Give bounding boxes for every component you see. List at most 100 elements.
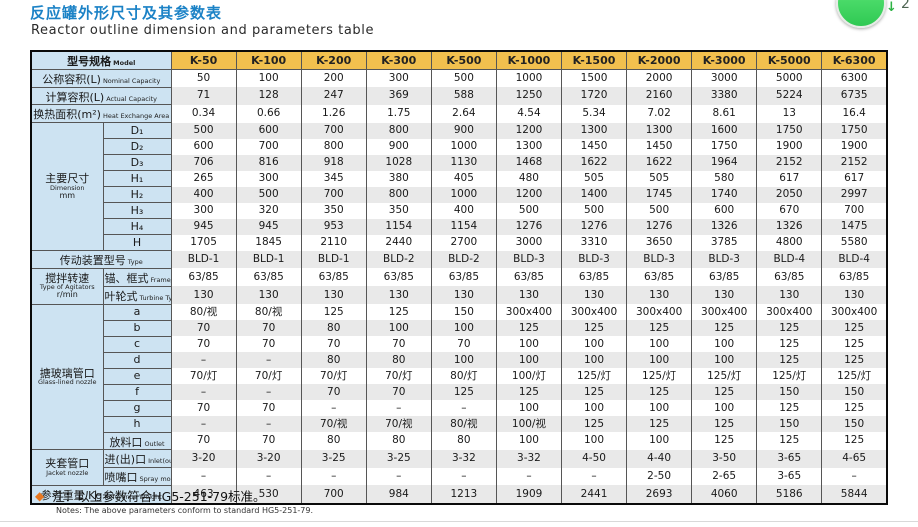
model-column-header: K-200: [300, 50, 367, 70]
data-cell: 350: [365, 202, 432, 219]
data-cell: 100: [365, 320, 432, 337]
data-cell: 247: [300, 87, 367, 105]
row-label: c: [102, 335, 172, 353]
data-cell: –: [560, 467, 628, 486]
data-cell: 100: [430, 320, 497, 337]
group-label: 夹套管口 Jacket nozzle: [30, 449, 104, 486]
data-cell: 300: [365, 69, 432, 88]
data-cell: 1028: [365, 154, 432, 171]
data-cell: BLD-1: [235, 250, 302, 269]
data-cell: 80: [365, 352, 432, 369]
data-cell: 1.75: [365, 104, 432, 123]
data-cell: 0.66: [235, 104, 302, 123]
data-cell: 63/85: [821, 268, 888, 287]
data-cell: 2441: [560, 485, 628, 504]
data-cell: 500: [235, 186, 302, 203]
data-cell: 945: [235, 218, 302, 235]
data-cell: 6300: [821, 69, 888, 88]
data-cell: –: [300, 467, 367, 486]
row-label: 传动装置型号 Type: [30, 250, 172, 269]
data-cell: 70: [365, 384, 432, 401]
data-cell: 80: [430, 432, 497, 450]
data-cell: –: [365, 400, 432, 417]
data-cell: 63/85: [430, 268, 497, 287]
data-cell: 80: [300, 320, 367, 337]
data-cell: –: [170, 352, 237, 369]
data-cell: 2000: [626, 69, 693, 88]
data-cell: 80/视: [430, 416, 497, 433]
data-cell: BLD-3: [495, 250, 562, 269]
data-cell: 1468: [495, 154, 562, 171]
group-label-unit: r/min: [56, 290, 78, 300]
data-cell: 125: [756, 320, 823, 337]
data-cell: 125: [756, 352, 823, 369]
badge-count: 2: [901, 0, 910, 12]
row-label: h: [102, 415, 172, 433]
data-cell: 125: [821, 432, 888, 450]
data-cell: 125: [756, 336, 823, 353]
data-cell: 70/视: [300, 416, 367, 433]
data-cell: 1000: [430, 138, 497, 155]
data-cell: 100: [560, 432, 628, 450]
row-label: H₄: [102, 218, 172, 236]
data-cell: 125: [626, 384, 693, 401]
data-cell: 2152: [821, 154, 888, 171]
data-cell: 3000: [495, 234, 562, 251]
data-cell: 125: [691, 416, 758, 433]
data-cell: 400: [170, 186, 237, 203]
data-cell: 2440: [365, 234, 432, 251]
model-label-zh: 型号规格: [67, 55, 112, 68]
data-cell: 125/灯: [756, 368, 823, 385]
data-cell: 80: [300, 352, 367, 369]
data-cell: 300x400: [821, 304, 888, 321]
data-cell: 1720: [560, 87, 628, 105]
data-cell: 5186: [756, 485, 823, 504]
data-cell: 700: [300, 122, 367, 139]
data-cell: 1750: [691, 138, 758, 155]
data-cell: 1740: [691, 186, 758, 203]
table-row: h – –70/视 70/视 80/视 100/视 125 125 125 150 150: [31, 415, 888, 433]
data-cell: 2110: [300, 234, 367, 251]
data-cell: 1500: [560, 69, 628, 88]
data-cell: 125: [560, 320, 628, 337]
data-cell: 1745: [626, 186, 693, 203]
data-cell: –: [365, 467, 432, 486]
data-cell: 700: [821, 202, 888, 219]
data-cell: 2-65: [691, 467, 758, 486]
data-cell: 125: [691, 384, 758, 401]
data-cell: 71: [170, 87, 237, 105]
data-cell: 125: [560, 416, 628, 433]
data-cell: 463: [170, 485, 237, 504]
data-cell: 16.4: [821, 104, 888, 123]
data-cell: 4.54: [495, 104, 562, 123]
data-cell: 300x400: [691, 304, 758, 321]
row-label: d: [102, 351, 172, 369]
group-label-zh: 搪玻璃管口: [39, 366, 95, 380]
data-cell: 1964: [691, 154, 758, 171]
data-cell: 700: [300, 186, 367, 203]
data-cell: 100: [430, 352, 497, 369]
table-row: 放料口 Outlet 70 70 80 80 80 100 100 100 125 125 125: [31, 431, 888, 451]
table-row: 参考重量 Kg Reference Weight 463 530 700 984 1213 1…: [30, 484, 888, 505]
data-cell: 500: [170, 122, 237, 139]
data-cell: 80/视: [170, 304, 237, 321]
data-cell: 1750: [821, 122, 888, 139]
data-cell: 150: [821, 416, 888, 433]
data-cell: 70: [365, 336, 432, 353]
data-cell: 1400: [560, 186, 628, 203]
data-cell: 7.02: [626, 104, 693, 123]
row-label: 公称容积(L) Nominal Capacity: [30, 68, 172, 88]
data-cell: 1326: [756, 218, 823, 235]
data-cell: 3-65: [756, 449, 823, 468]
data-cell: BLD-3: [560, 250, 628, 269]
green-circle-badge[interactable]: [836, 0, 886, 28]
data-cell: 70: [170, 336, 237, 353]
data-cell: 2050: [756, 186, 823, 203]
data-cell: 63/85: [235, 268, 302, 287]
data-cell: 100: [626, 352, 693, 369]
data-cell: 505: [560, 170, 628, 187]
data-cell: 125: [756, 432, 823, 450]
download-arrow-icon[interactable]: ↓: [886, 0, 897, 15]
data-cell: 4-65: [821, 449, 888, 468]
